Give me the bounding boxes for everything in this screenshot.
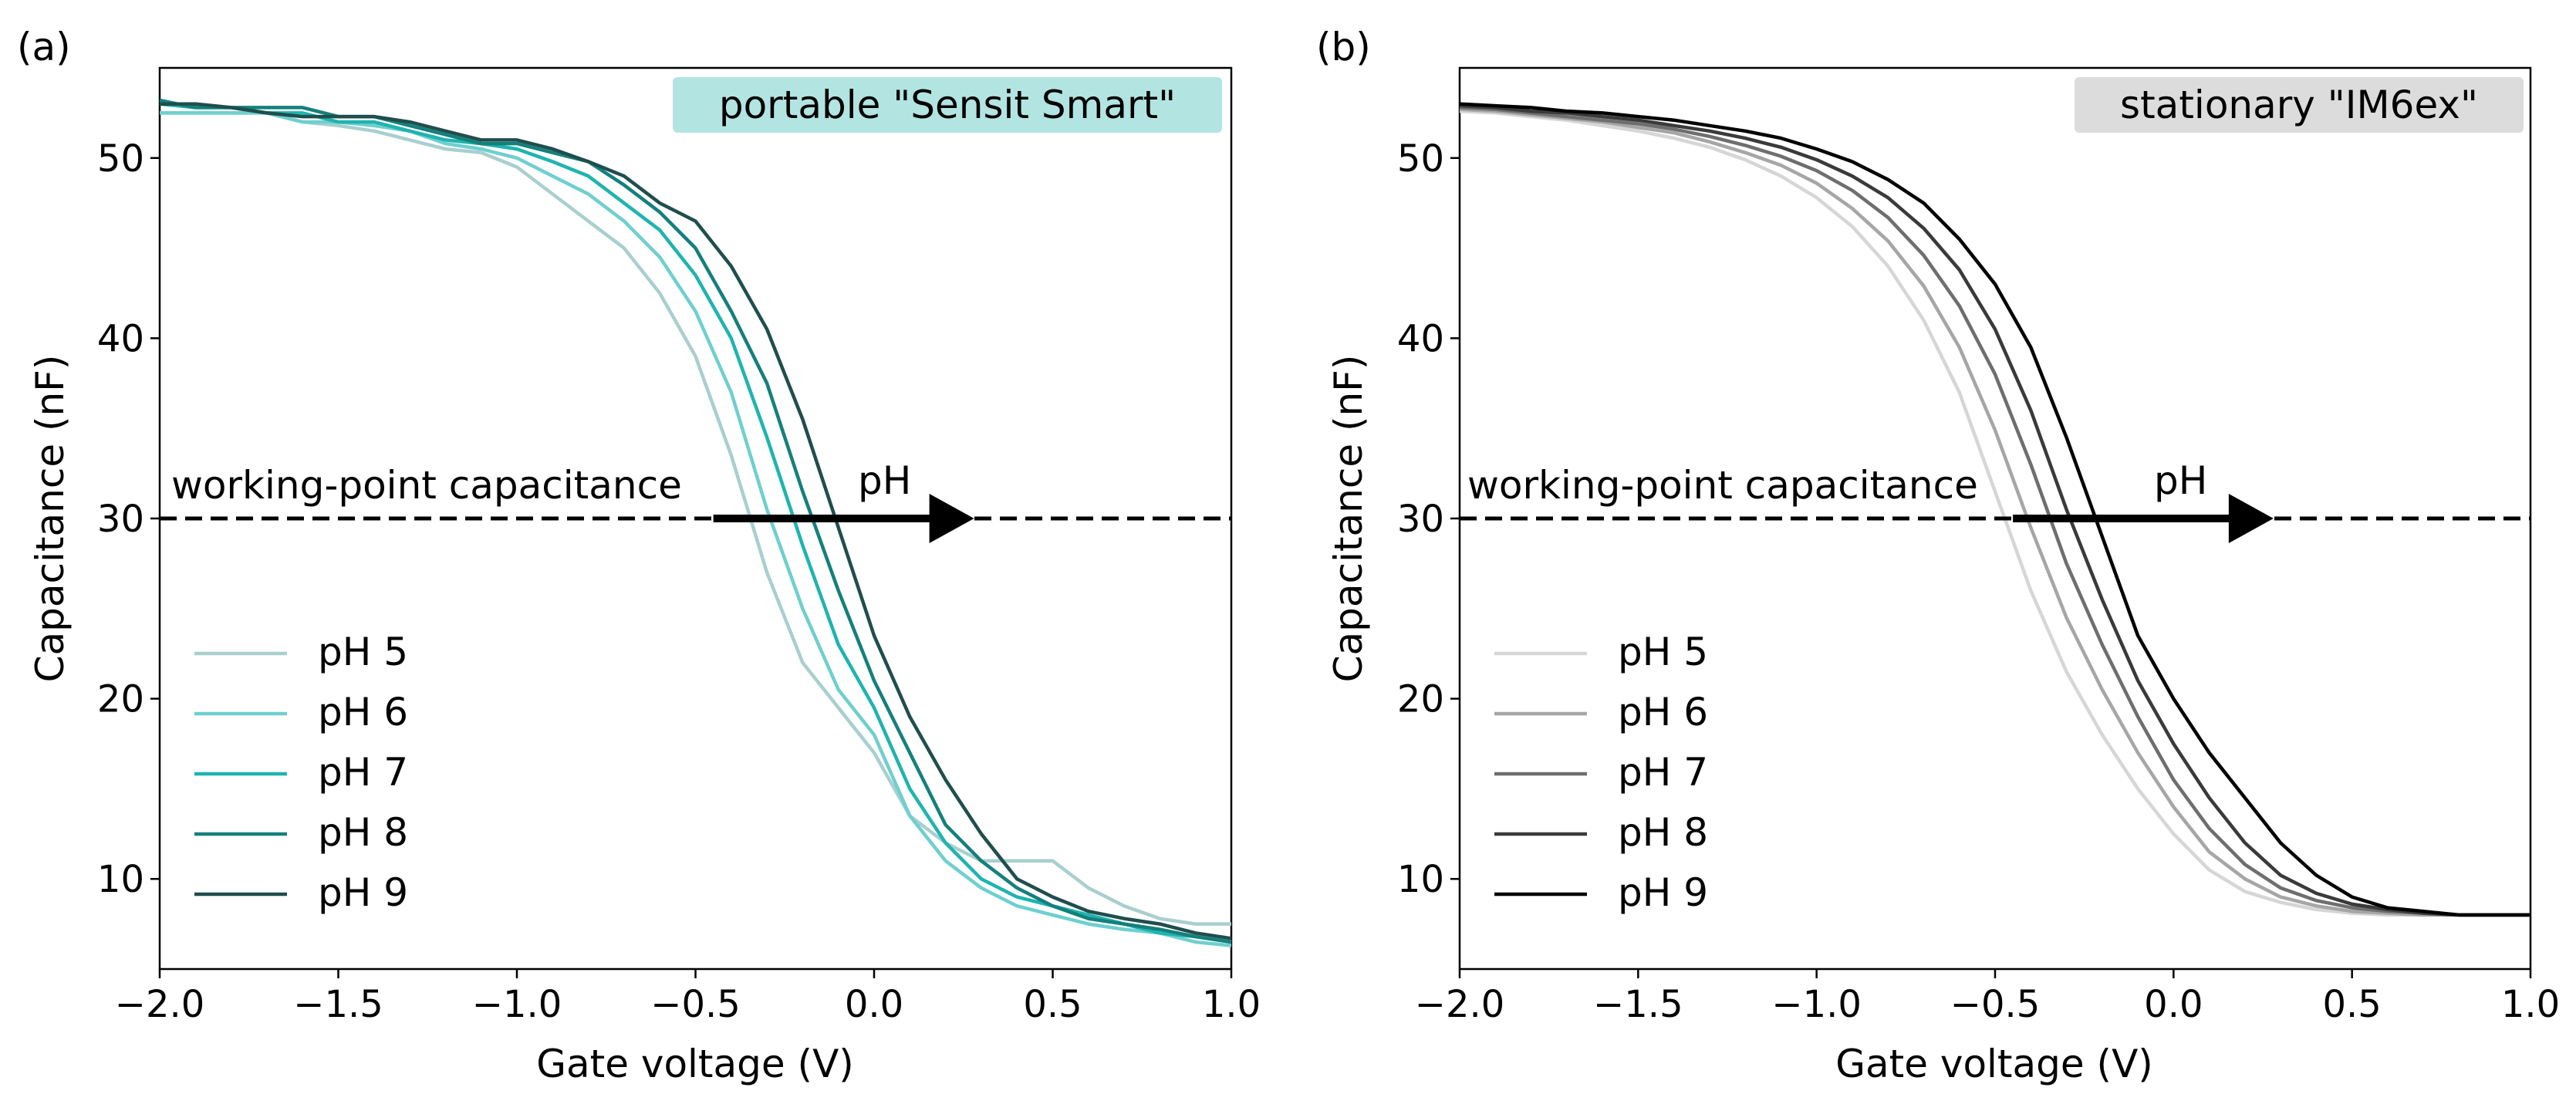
- series-line-ph-7: [1459, 106, 2530, 917]
- panel-label: (a): [17, 25, 71, 69]
- legend-label: pH 6: [318, 690, 408, 734]
- series-line-ph-6: [1459, 107, 2530, 917]
- title-badge-background: [673, 77, 1222, 133]
- y-tick-label: 50: [1397, 137, 1444, 181]
- reference-layer: working-point capacitance pH: [1460, 458, 2530, 543]
- x-tick-label: 0.0: [2144, 983, 2203, 1026]
- panel-b: (b) working-point capacitance pH station…: [1316, 25, 2560, 1086]
- y-axis-title: Capacitance (nF): [1326, 355, 1371, 683]
- plot-area: [1458, 66, 2532, 971]
- y-tick-label: 50: [97, 137, 144, 181]
- y-tick-label: 20: [97, 678, 144, 721]
- x-tick-label: −1.5: [1593, 983, 1683, 1026]
- reference-line-label: working-point capacitance: [1467, 463, 1978, 508]
- y-tick-label: 10: [1397, 858, 1444, 901]
- x-tick-label: −2.0: [115, 983, 205, 1026]
- title-badge: stationary "IM6ex": [2075, 77, 2524, 133]
- y-tick-label: 40: [97, 317, 144, 360]
- reference-line-label: working-point capacitance: [171, 463, 682, 508]
- x-tick-label: −1.0: [1771, 983, 1862, 1026]
- x-tick-label: 0.5: [1023, 983, 1082, 1026]
- title-badge: portable "Sensit Smart": [673, 77, 1222, 133]
- y-tick-label: 30: [1397, 498, 1444, 541]
- y-tick-label: 10: [97, 858, 144, 901]
- legend: pH 5 pH 6 pH 7 pH 8 pH 9: [1494, 630, 1708, 915]
- reference-layer: working-point capacitance pH: [160, 458, 1231, 543]
- series-line-ph-9: [1459, 102, 2530, 917]
- arrow-label: pH: [858, 458, 911, 503]
- arrow-label: pH: [2154, 458, 2207, 503]
- legend-label: pH 9: [1618, 870, 1708, 915]
- y-tick-labels: 10 20 30 40 50: [97, 137, 160, 901]
- legend-label: pH 8: [1618, 810, 1708, 855]
- x-tick-label: 1.0: [2501, 983, 2560, 1026]
- x-tick-label: −1.5: [293, 983, 383, 1026]
- x-tick-labels: −2.0 −1.5 −1.0 −0.5 0.0 0.5 1.0: [1415, 969, 2560, 1026]
- title-badge-background: [2075, 77, 2524, 133]
- y-tick-label: 40: [1397, 317, 1444, 360]
- series-line-ph-5: [160, 111, 1231, 926]
- x-tick-label: −2.0: [1415, 983, 1505, 1026]
- y-tick-label: 30: [97, 498, 144, 541]
- x-axis-title: Gate voltage (V): [1835, 1042, 2153, 1086]
- x-tick-label: −0.5: [650, 983, 741, 1026]
- x-tick-labels: −2.0 −1.5 −1.0 −0.5 0.0 0.5 1.0: [115, 969, 1261, 1026]
- series-line-ph-5: [1459, 109, 2530, 917]
- legend-label: pH 9: [318, 870, 408, 915]
- y-axis-title: Capacitance (nF): [28, 355, 73, 683]
- arrow-head: [2228, 494, 2274, 543]
- legend-label: pH 7: [318, 750, 408, 795]
- x-axis-title: Gate voltage (V): [536, 1042, 854, 1086]
- chart-title: portable "Sensit Smart": [719, 83, 1176, 127]
- y-tick-labels: 10 20 30 40 50: [1397, 137, 1460, 901]
- chart-title: stationary "IM6ex": [2120, 83, 2478, 127]
- x-tick-label: 0.5: [2322, 983, 2381, 1026]
- x-tick-label: 0.0: [845, 983, 903, 1026]
- arrow-head: [929, 494, 974, 543]
- legend-label: pH 7: [1618, 750, 1708, 795]
- series-line-ph-8: [1459, 103, 2530, 917]
- panel-label: (b): [1316, 25, 1371, 69]
- legend-label: pH 8: [318, 810, 408, 855]
- series-line-ph-9: [160, 102, 1232, 940]
- legend-label: pH 5: [318, 630, 408, 674]
- x-tick-label: −1.0: [472, 983, 562, 1026]
- legend-label: pH 5: [1618, 630, 1708, 674]
- x-tick-label: −0.5: [1950, 983, 2041, 1026]
- x-tick-label: 1.0: [1202, 983, 1261, 1026]
- legend-label: pH 6: [1618, 690, 1708, 734]
- y-tick-label: 20: [1397, 678, 1444, 721]
- panel-a: (a) working-point capacitance pH portabl…: [17, 25, 1261, 1086]
- legend: pH 5 pH 6 pH 7 pH 8 pH 9: [194, 630, 408, 915]
